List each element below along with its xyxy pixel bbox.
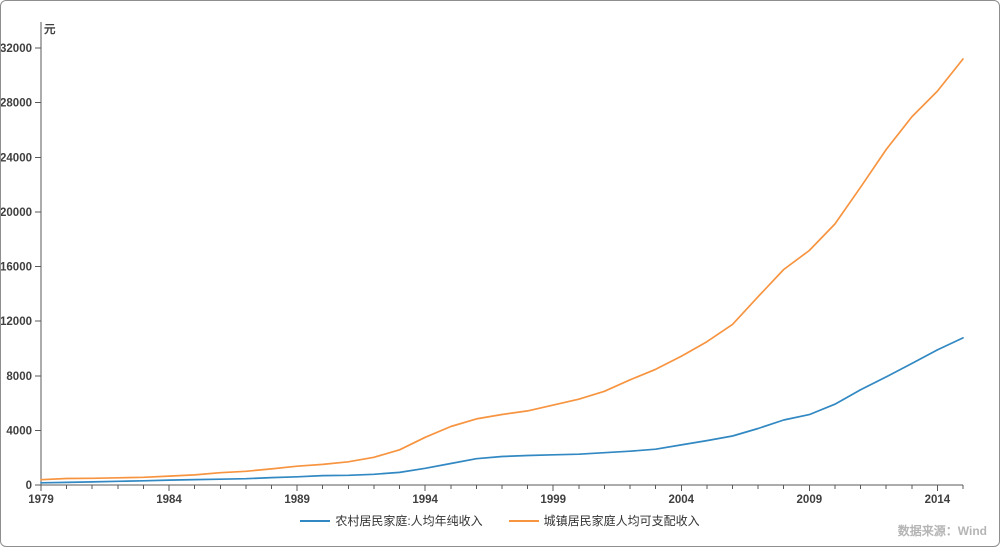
chart-legend: 农村居民家庭:人均年纯收入 城镇居民家庭人均可支配收入 <box>1 512 999 529</box>
series-line-rural <box>40 337 964 484</box>
x-tick-label: 1979 <box>28 494 54 506</box>
x-tick-label: 1984 <box>156 494 182 506</box>
x-tick-label: 1999 <box>540 494 566 506</box>
x-tick-label: 1989 <box>284 494 310 506</box>
y-tick-label: 28000 <box>1 98 32 110</box>
legend-line-urban-swatch <box>508 519 539 522</box>
legend-line-rural-swatch <box>300 519 331 522</box>
legend-label-urban: 城镇居民家庭人均可支配收入 <box>543 514 700 528</box>
legend-label-rural: 农村居民家庭:人均年纯收入 <box>335 514 483 528</box>
series-line-urban <box>40 58 964 481</box>
x-tick-label: 2014 <box>925 494 951 506</box>
y-tick-label: 16000 <box>1 262 32 274</box>
y-axis-unit-label: 元 <box>44 23 56 36</box>
x-tick-label: 2004 <box>668 494 694 506</box>
x-tick-label: 2009 <box>797 494 823 506</box>
x-tick-label: 1994 <box>412 494 438 506</box>
y-tick-label: 24000 <box>1 152 32 164</box>
y-tick-label: 8000 <box>6 371 32 383</box>
y-tick-label: 0 <box>26 480 32 492</box>
data-source-note: 数据来源：Wind <box>897 524 987 538</box>
y-tick-label: 12000 <box>1 316 32 328</box>
legend-item-rural[interactable]: 农村居民家庭:人均年纯收入 <box>300 512 483 529</box>
y-tick-label: 20000 <box>1 207 32 219</box>
y-tick-label: 4000 <box>6 425 32 437</box>
y-tick-label: 32000 <box>1 43 32 55</box>
legend-item-urban[interactable]: 城镇居民家庭人均可支配收入 <box>508 512 700 529</box>
